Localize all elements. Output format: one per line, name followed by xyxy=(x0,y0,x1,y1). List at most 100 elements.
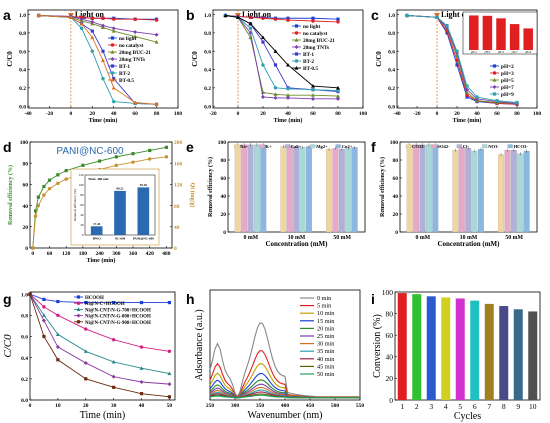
y-tick-label: 80 xyxy=(221,158,227,164)
y-tick-label: 60 xyxy=(23,183,29,189)
y2-tick-label: 80 xyxy=(174,204,180,210)
data-point xyxy=(311,16,315,20)
data-point xyxy=(56,181,60,186)
data-point xyxy=(311,96,315,101)
data-point xyxy=(311,87,315,92)
data-point xyxy=(167,349,172,353)
data-point xyxy=(42,297,46,302)
legend-marker xyxy=(110,71,115,75)
bar xyxy=(465,148,472,233)
y-tick-label: 0 xyxy=(395,230,398,236)
panel-i: i 0 20 40 60 80 100 Cycles Conversion (%) 1 2 3 4 5 6 7… xyxy=(371,288,541,422)
data-point xyxy=(336,20,340,24)
data-point xyxy=(47,186,52,191)
x-tick-label: 60 xyxy=(132,111,138,117)
legend-marker xyxy=(110,43,115,47)
data-point xyxy=(84,300,88,305)
data-point xyxy=(90,16,94,20)
legend-swatch xyxy=(456,144,462,149)
legend-marker xyxy=(76,313,81,318)
legend-marker xyxy=(294,59,299,63)
data-point xyxy=(64,169,68,173)
legend-marker xyxy=(294,52,299,56)
x-tick-label: 7 xyxy=(487,402,491,411)
inset-tick-label: HWO xyxy=(93,237,102,241)
bar xyxy=(351,147,358,233)
bar xyxy=(441,297,451,400)
data-point xyxy=(465,84,469,88)
plot-frame xyxy=(394,291,541,401)
legend-swatch xyxy=(507,144,513,149)
data-point xyxy=(64,177,68,181)
data-point xyxy=(286,93,290,97)
legend-label: pH=9 xyxy=(501,92,514,98)
legend-marker xyxy=(76,295,81,299)
y-axis-label: Adsorbance (a.u.) xyxy=(194,309,205,380)
series-line xyxy=(225,15,339,92)
legend-label: BT-1 xyxy=(119,64,130,70)
y-tick-label: 0.0 xyxy=(19,104,26,110)
data-point xyxy=(465,93,469,97)
data-point xyxy=(36,203,41,208)
x-tick-label: 10 xyxy=(529,402,537,411)
bar xyxy=(253,144,260,233)
inset-y-tick-label: 100 xyxy=(79,183,84,187)
inset-bar-chart: 0 20 40 60 80 100 120 Removal efficiency (%) Tim… xyxy=(70,168,160,246)
y-tick-label: 0.6 xyxy=(21,335,28,341)
legend-marker xyxy=(294,66,299,70)
x-tick-label: 100 xyxy=(533,111,542,117)
y-tick-label: 0 xyxy=(223,230,226,236)
inset-value-label: 95.20 xyxy=(140,183,148,187)
inset-y-tick-label: 20 xyxy=(80,223,84,227)
data-point xyxy=(445,31,449,35)
data-point xyxy=(47,178,52,182)
panel-h: h 250 300 350 400 450 500 550 Wavenumber (nm) Ads… xyxy=(186,289,365,421)
y-tick-label: 0.6 xyxy=(204,49,211,55)
x-axis-label: Time (min) xyxy=(87,257,116,264)
data-point xyxy=(336,94,340,98)
x-tick-label: 40 xyxy=(474,111,480,117)
y-tick-label: 0 xyxy=(25,246,28,252)
data-point xyxy=(111,374,116,379)
y-tick-label: 80 xyxy=(393,158,399,164)
plot-frame xyxy=(396,9,538,109)
legend-label: 5 min xyxy=(317,303,331,310)
y-tick-label: 100 xyxy=(218,140,227,146)
data-point xyxy=(55,345,60,350)
x-tick-label: 6 xyxy=(473,402,477,411)
panel-letter: e xyxy=(186,139,194,155)
y-axis-label: Removal efficiency (%) xyxy=(207,157,214,217)
data-point xyxy=(90,29,94,33)
y2-tick-label: 40 xyxy=(174,225,180,231)
data-point xyxy=(101,58,105,62)
x-tick-label: 420 xyxy=(146,251,155,257)
inset-y-tick-label: 80 xyxy=(80,193,84,197)
bar xyxy=(234,144,241,233)
x-tick-label: 0 xyxy=(69,111,72,117)
legend-marker xyxy=(110,36,115,40)
legend-label: pH=3 xyxy=(501,71,514,77)
x-tick-label: 120 xyxy=(62,251,71,257)
x-tick-label: 4 xyxy=(444,402,448,411)
legend-label: 20 min xyxy=(317,325,334,332)
x-tick-label: 550 xyxy=(356,403,365,409)
legend-label: Ni@N-CNT/N-G-800+HCOOH xyxy=(85,315,151,320)
bar xyxy=(332,148,339,233)
inset-tick-label: pH=5 xyxy=(498,51,505,54)
data-point xyxy=(131,152,135,156)
y-axis-label: C/C0 xyxy=(375,51,383,67)
plot-frame xyxy=(29,141,173,249)
x-tick-label: 60 xyxy=(494,111,500,117)
x-axis-label: Time (min) xyxy=(274,117,303,124)
data-point xyxy=(101,16,105,20)
panel-letter: h xyxy=(186,291,195,307)
series-line xyxy=(225,15,339,97)
x-tick-label: 480 xyxy=(162,251,171,257)
y-tick-label: 60 xyxy=(393,176,399,182)
data-point xyxy=(101,23,105,28)
data-point xyxy=(167,300,172,305)
light-on-label: Light on xyxy=(441,10,471,19)
y-axis-label: Removal efficiency (%) xyxy=(379,157,386,217)
y-tick-label: 1.0 xyxy=(21,292,28,298)
series-line xyxy=(225,15,339,23)
